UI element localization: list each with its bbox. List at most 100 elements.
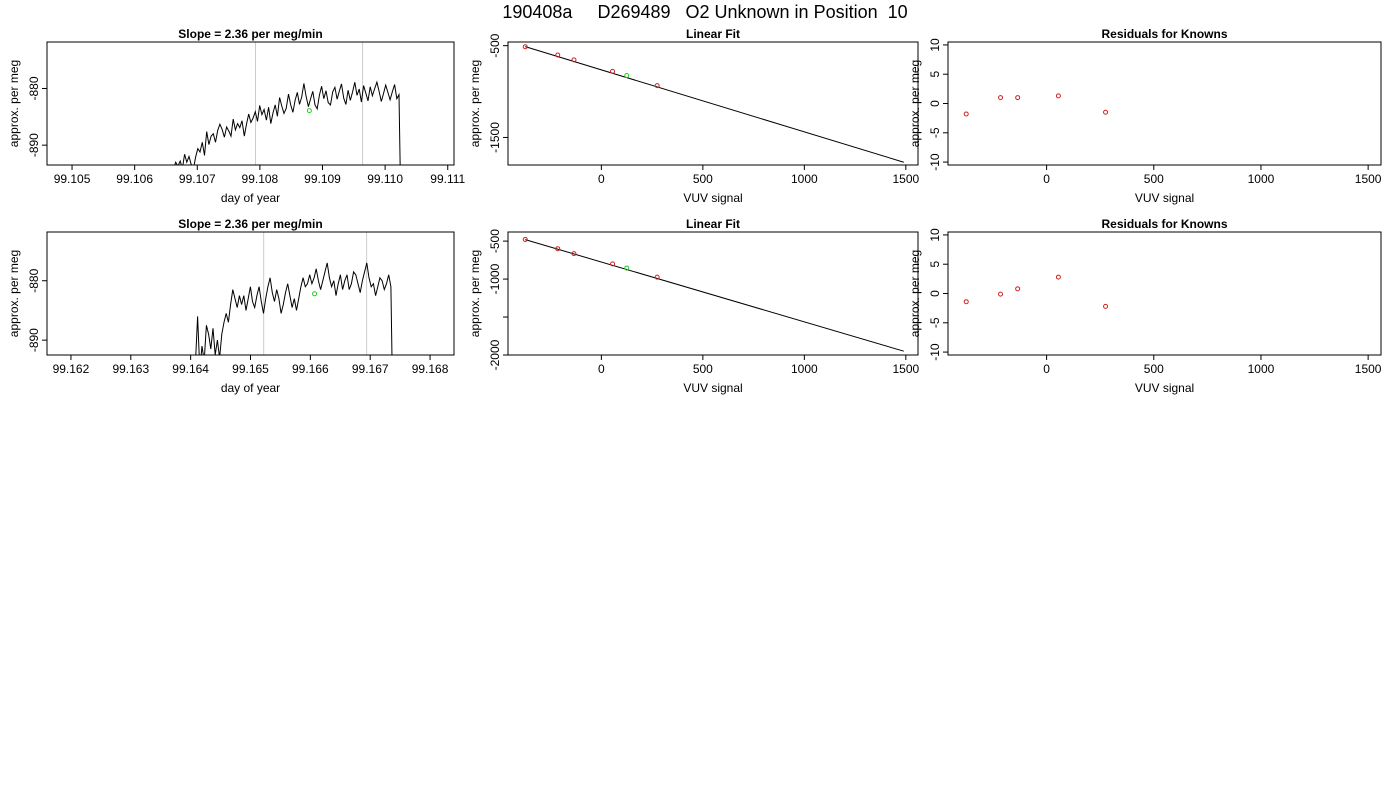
x-tick-label: 99.166 — [292, 362, 329, 376]
y-tick-label: -5 — [928, 317, 942, 328]
y-tick-label: -500 — [488, 229, 502, 253]
x-tick-label: 99.165 — [232, 362, 269, 376]
plot-frame — [46, 231, 455, 356]
plot-title: Slope = 2.36 per meg/min — [178, 27, 322, 41]
x-tick-label: 99.106 — [116, 172, 153, 186]
data-point — [1103, 109, 1109, 115]
y-tick-label: -1000 — [488, 263, 502, 294]
x-tick-label: 1000 — [791, 362, 818, 376]
highlight-point — [306, 108, 312, 114]
x-tick-label: 99.162 — [53, 362, 90, 376]
x-tick-label: 1000 — [791, 172, 818, 186]
x-tick-label: 0 — [1043, 172, 1050, 186]
plot-area — [963, 93, 1109, 117]
y-tick-label: 0 — [928, 290, 942, 297]
y-tick-label: -10 — [928, 153, 942, 171]
x-tick-label: 99.105 — [54, 172, 91, 186]
data-point — [1015, 286, 1021, 292]
x-axis-label: VUV signal — [1135, 381, 1194, 395]
y-tick-label: 5 — [928, 71, 942, 78]
y-axis-label: approx. per meg — [468, 250, 482, 337]
data-point — [610, 68, 616, 74]
series-line — [174, 80, 401, 165]
x-axis-label: VUV signal — [683, 191, 742, 205]
plot-frame — [947, 231, 1382, 356]
y-tick-label: 0 — [928, 100, 942, 107]
fit-line — [525, 239, 904, 352]
x-tick-label: 99.164 — [172, 362, 209, 376]
data-point — [522, 236, 528, 242]
panel-linear-fit-2: 0 500 1000 1500 -500 -1000 -2000 Linear Fit VUV … — [468, 217, 919, 395]
x-tick-label: 1500 — [1355, 362, 1382, 376]
data-point — [555, 52, 561, 58]
y-tick-label: -10 — [928, 343, 942, 361]
x-tick-label: 1500 — [1355, 172, 1382, 186]
data-point — [610, 261, 616, 267]
data-point — [1055, 93, 1061, 99]
x-axis-label: day of year — [221, 381, 280, 395]
plot-area — [522, 44, 904, 163]
x-tick-label: 500 — [1144, 362, 1164, 376]
x-tick-label: 99.167 — [352, 362, 389, 376]
x-tick-label: 99.110 — [367, 172, 403, 186]
x-tick-label: 99.107 — [179, 172, 216, 186]
x-tick-label: 1500 — [892, 172, 919, 186]
x-axis-label: day of year — [221, 191, 280, 205]
x-tick-label: 500 — [693, 362, 713, 376]
data-point — [998, 291, 1004, 297]
y-tick-label: -880 — [27, 76, 41, 100]
y-tick-label: -500 — [488, 33, 502, 57]
data-point — [522, 44, 528, 50]
plot-frame — [507, 231, 919, 356]
x-tick-label: 500 — [693, 172, 713, 186]
plot-title: Linear Fit — [686, 217, 740, 231]
x-tick-label: 1500 — [892, 362, 919, 376]
data-point — [571, 57, 577, 63]
y-axis-label: approx. per meg — [908, 250, 922, 337]
y-tick-label: 5 — [928, 261, 942, 268]
panel-residuals-2: 0 500 1000 1500 10 5 0 -5 -10 Residuals for Known… — [908, 217, 1382, 395]
y-tick-label: -890 — [27, 328, 41, 352]
plot-frame — [947, 41, 1382, 166]
y-axis-label: approx. per meg — [7, 60, 21, 147]
plot-area — [963, 274, 1109, 309]
highlight-point — [624, 73, 630, 79]
x-tick-label: 0 — [598, 362, 605, 376]
x-tick-label: 99.168 — [412, 362, 449, 376]
y-axis-label: approx. per meg — [7, 250, 21, 337]
data-point — [1055, 274, 1061, 280]
highlight-point — [624, 265, 630, 271]
x-tick-label: 500 — [1144, 172, 1164, 186]
y-tick-label: -880 — [27, 268, 41, 292]
x-tick-label: 99.109 — [304, 172, 341, 186]
highlight-point — [312, 291, 318, 297]
plot-title: Linear Fit — [686, 27, 740, 41]
y-axis-label: approx. per meg — [908, 60, 922, 147]
y-tick-label: 10 — [928, 38, 942, 52]
y-tick-label: -2000 — [488, 339, 502, 370]
x-tick-label: 0 — [1043, 362, 1050, 376]
data-point — [963, 299, 969, 305]
y-tick-label: -5 — [928, 127, 942, 138]
panel-residuals-1: 0 500 1000 1500 10 5 0 -5 -10 Residuals for Known… — [908, 27, 1382, 205]
x-tick-label: 99.108 — [242, 172, 279, 186]
y-tick-label: -890 — [27, 133, 41, 157]
plot-frame — [507, 41, 919, 166]
data-point — [571, 251, 577, 257]
panel-linear-fit-1: 0 500 1000 1500 -500 -1500 Linear Fit VUV signa… — [468, 27, 919, 205]
x-tick-label: 1000 — [1248, 172, 1275, 186]
series-line — [195, 262, 393, 355]
y-axis-label: approx. per meg — [468, 60, 482, 147]
plot-title: Residuals for Knowns — [1101, 27, 1227, 41]
plot-area — [195, 232, 393, 355]
page-title: 190408a D269489 O2 Unknown in Position 1… — [502, 2, 908, 22]
x-tick-label: 99.111 — [430, 172, 465, 186]
x-axis-label: VUV signal — [1135, 191, 1194, 205]
plot-frame — [46, 41, 455, 166]
x-tick-label: 1000 — [1248, 362, 1275, 376]
x-tick-label: 0 — [598, 172, 605, 186]
plot-title: Slope = 2.36 per meg/min — [178, 217, 322, 231]
plot-area — [522, 236, 904, 352]
data-point — [654, 83, 660, 89]
